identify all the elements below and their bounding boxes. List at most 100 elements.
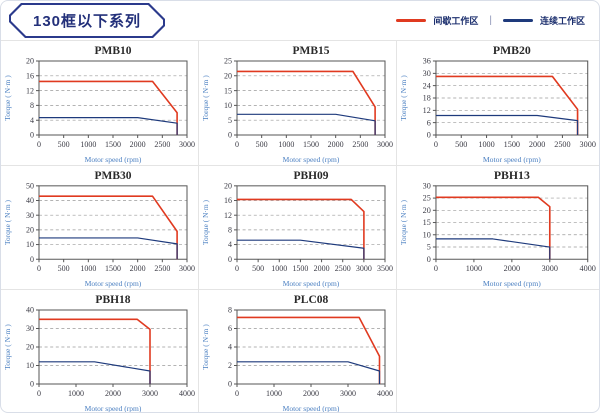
- x-tick-label: 1500: [504, 140, 520, 149]
- x-tick-label: 1000: [466, 264, 482, 273]
- x-axis-label: Motor speed (rpm): [483, 155, 541, 164]
- legend-separator: |: [489, 15, 492, 26]
- y-tick-label: 8: [228, 226, 232, 235]
- x-tick-label: 3000: [377, 140, 393, 149]
- y-tick-label: 2: [228, 361, 232, 370]
- chart-cell-pmb20: PMB20 0 6 12 18 24 30 36 0 500 1000 1500 2000 2500 300…: [396, 41, 599, 165]
- chart-title: PBH18: [95, 294, 130, 306]
- intermittent-zone-line: [435, 196, 551, 260]
- plot-frame: [38, 309, 188, 385]
- x-tick-label: 1000: [271, 264, 287, 273]
- chart-cell-plc08: PLC08 0 2 4 6 8 0 1000 2000 3000 4000 Torque ( N·m …: [198, 289, 396, 412]
- series-title-text: 130框以下系列: [11, 5, 163, 36]
- chart-title: PBH09: [293, 170, 328, 182]
- x-tick-label: 0: [434, 140, 438, 149]
- y-tick-label: 20: [224, 72, 232, 81]
- x-tick-label: 2500: [154, 140, 170, 149]
- chart-title: PLC08: [294, 294, 329, 306]
- y-tick-label: 30: [26, 324, 34, 333]
- y-tick-label: 20: [26, 57, 34, 66]
- x-tick-label: 3000: [340, 389, 356, 398]
- y-tick-label: 20: [423, 206, 431, 215]
- y-tick-label: 8: [228, 306, 232, 315]
- x-tick-label: 4000: [179, 389, 195, 398]
- y-axis-label: Torque ( N·m ): [399, 75, 408, 121]
- x-tick-label: 0: [235, 389, 239, 398]
- chart-svg-pmb10: PMB10 0 4 8 12 16 20 0 500 1000 1500 2000 2500 3000 To…: [3, 45, 195, 164]
- chart-title: PBH13: [494, 169, 530, 182]
- y-axis-label: Torque ( N·m ): [3, 75, 12, 121]
- y-tick-label: 6: [228, 324, 232, 333]
- chart-svg-plc08: PLC08 0 2 4 6 8 0 1000 2000 3000 4000 Torque ( N·m …: [201, 294, 393, 412]
- y-axis-label: Torque ( N·m ): [3, 324, 12, 370]
- continuous-zone-line: [237, 113, 376, 135]
- x-tick-label: 2000: [314, 264, 330, 273]
- intermittent-zone-line: [237, 198, 365, 260]
- chart-svg-pmb15: PMB15 0 5 10 15 20 25 0 500 1000 1500 2000 2500 3000 T…: [201, 45, 393, 164]
- y-axis-label: Torque ( N·m ): [201, 200, 210, 246]
- series-title-tag: 130框以下系列: [9, 3, 165, 38]
- y-tick-label: 4: [30, 116, 34, 125]
- x-tick-label: 0: [434, 264, 438, 273]
- intermittent-zone-line: [39, 318, 151, 384]
- x-axis-label: Motor speed (rpm): [85, 279, 142, 288]
- x-tick-label: 500: [455, 140, 467, 149]
- legend: 间歇工作区 | 连续工作区: [396, 14, 585, 27]
- y-tick-label: 5: [228, 116, 232, 125]
- x-tick-label: 2500: [554, 140, 570, 149]
- y-tick-label: 12: [423, 106, 431, 115]
- chart-cell-pbh09: PBH09 0 4 8 12 16 20 0 500 1000 1500 2000 2500 3000 35…: [198, 165, 396, 289]
- y-axis-label: Torque ( N·m ): [399, 200, 408, 245]
- legend-label-intermittent: 间歇工作区: [433, 16, 479, 26]
- chart-svg-pbh13: PBH13 0 5 10 15 20 25 30 0 1000 2000 3000 4000 Torque…: [399, 169, 596, 288]
- y-tick-label: 16: [224, 196, 232, 205]
- y-tick-label: 0: [30, 131, 34, 140]
- plot-frame: [236, 309, 386, 385]
- y-tick-label: 8: [30, 101, 34, 110]
- x-tick-label: 2500: [335, 264, 351, 273]
- x-tick-label: 2000: [130, 140, 146, 149]
- y-tick-label: 5: [427, 243, 431, 252]
- x-tick-label: 0: [37, 264, 41, 273]
- intermittent-zone-line: [435, 75, 579, 135]
- y-tick-label: 18: [423, 94, 431, 103]
- y-tick-label: 0: [427, 255, 431, 264]
- x-axis-label: Motor speed (rpm): [85, 404, 142, 413]
- plot-frame: [236, 60, 386, 136]
- continuous-zone-line: [237, 361, 381, 384]
- chart-title: PMB30: [94, 170, 131, 182]
- intermittent-zone-line: [237, 70, 376, 135]
- y-tick-label: 50: [26, 182, 34, 191]
- legend-item-intermittent: 间歇工作区: [396, 14, 478, 27]
- x-tick-label: 1000: [68, 389, 84, 398]
- x-tick-label: 1500: [292, 264, 308, 273]
- x-tick-label: 1000: [478, 140, 494, 149]
- x-tick-label: 2000: [303, 389, 319, 398]
- x-tick-label: 3000: [142, 389, 158, 398]
- continuous-zone-line: [435, 238, 551, 260]
- chart-cell-pmb15: PMB15 0 5 10 15 20 25 0 500 1000 1500 2000 2500 3000 T…: [198, 41, 396, 165]
- y-tick-label: 6: [427, 118, 431, 127]
- page-header: 130框以下系列 间歇工作区 | 连续工作区: [1, 1, 599, 41]
- x-tick-label: 500: [252, 264, 264, 273]
- x-tick-label: 2000: [504, 264, 520, 273]
- chart-svg-pbh18: PBH18 0 10 20 30 40 0 1000 2000 3000 4000 Torque ( …: [3, 294, 195, 413]
- chart-cell-pbh13: PBH13 0 5 10 15 20 25 30 0 1000 2000 3000 4000 Torque…: [396, 165, 599, 289]
- x-tick-label: 0: [37, 389, 41, 398]
- y-tick-label: 20: [224, 182, 232, 191]
- x-tick-label: 1500: [105, 140, 121, 149]
- x-tick-label: 3000: [542, 264, 558, 273]
- intermittent-zone-line: [237, 316, 381, 384]
- plot-frame: [38, 60, 188, 136]
- x-tick-label: 1500: [303, 140, 319, 149]
- y-tick-label: 20: [26, 343, 34, 352]
- y-tick-label: 25: [423, 194, 431, 203]
- x-tick-label: 0: [235, 264, 239, 273]
- y-tick-label: 0: [228, 131, 232, 140]
- x-tick-label: 1000: [266, 389, 282, 398]
- x-tick-label: 4000: [377, 389, 393, 398]
- y-tick-label: 10: [224, 101, 232, 110]
- y-tick-label: 4: [228, 343, 232, 352]
- x-tick-label: 2500: [352, 140, 368, 149]
- y-tick-label: 30: [26, 211, 34, 220]
